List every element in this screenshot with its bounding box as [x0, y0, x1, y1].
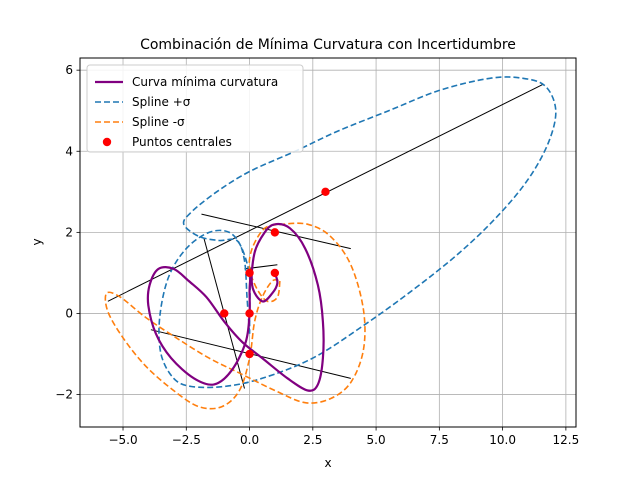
legend: Curva mínima curvatura Spline +σ Spline -σ… [86, 64, 304, 153]
y-axis-label: y [30, 238, 44, 245]
y-tick-label: 0 [65, 306, 73, 320]
center-point [270, 228, 280, 237]
legend-label: Puntos centrales [132, 135, 232, 149]
spline-minus-sigma-line [104, 222, 366, 410]
y-tick-label: 2 [65, 225, 73, 239]
legend-label: Curva mínima curvatura [132, 75, 278, 89]
x-tick-label: 7.5 [430, 433, 449, 447]
x-tick-label: 0.0 [240, 433, 259, 447]
center-point [245, 349, 254, 359]
x-tick-label: 12.5 [553, 433, 580, 447]
center-point [245, 268, 254, 278]
x-tick-label: 10.0 [489, 433, 516, 447]
x-tick-label: 5.0 [367, 433, 386, 447]
center-point [270, 268, 280, 278]
x-tick-label: 2.5 [303, 433, 322, 447]
legend-label: Spline +σ [132, 95, 191, 109]
ticks: −5.0 −2.5 0.0 2.5 5.0 7.5 10.0 12.5 −2 0 2 4 6 [55, 63, 579, 447]
x-tick-label: −5.0 [108, 433, 137, 447]
legend-marker [102, 137, 112, 147]
center-point [245, 309, 254, 318]
legend-label: Spline -σ [132, 115, 185, 129]
axes-frame [79, 57, 577, 428]
x-tick-label: −2.5 [172, 433, 201, 447]
chart-title: Combinación de Mínima Curvatura con Ince… [140, 37, 516, 53]
legend-box [86, 64, 304, 153]
spline-plus-sigma-line [158, 76, 557, 389]
plot-area [104, 76, 557, 410]
center-point [321, 187, 330, 197]
x-axis-label: x [324, 456, 331, 470]
min-curvature-line [146, 222, 325, 392]
y-tick-label: 4 [65, 144, 73, 158]
center-point [220, 309, 229, 318]
y-tick-label: −2 [55, 388, 73, 402]
y-tick-label: 6 [65, 63, 73, 77]
